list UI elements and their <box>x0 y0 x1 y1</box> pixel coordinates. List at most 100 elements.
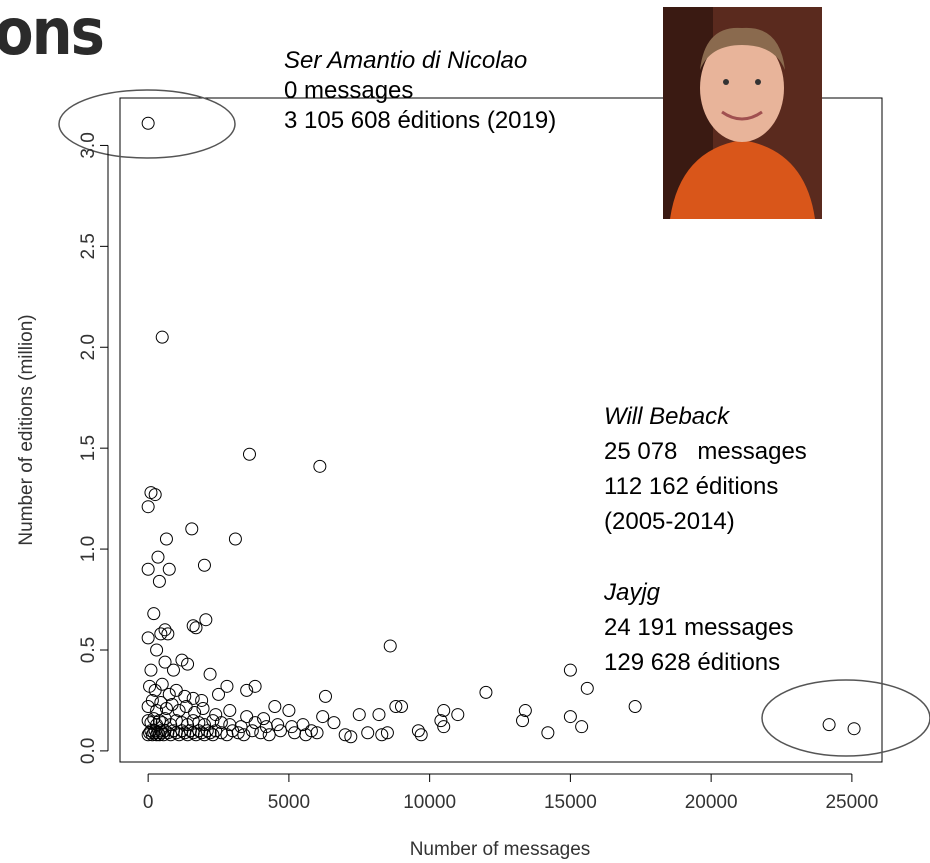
point <box>152 714 166 728</box>
y-tick-label: 3.0 <box>78 132 99 158</box>
x-tick-label: 5000 <box>268 792 310 813</box>
y-tick-label: 1.0 <box>78 536 99 562</box>
point <box>206 714 220 728</box>
point <box>152 574 166 588</box>
point <box>411 724 425 738</box>
annotation: (2005-2014) <box>604 508 735 535</box>
point <box>147 712 161 726</box>
point <box>628 699 642 713</box>
point <box>361 726 375 740</box>
point <box>158 623 172 637</box>
point <box>155 716 169 730</box>
point <box>159 532 173 546</box>
point <box>164 728 178 742</box>
y-axis-label: Number of editions (million) <box>16 314 37 545</box>
point <box>172 728 186 742</box>
point <box>822 718 836 732</box>
point <box>148 488 162 502</box>
point <box>186 691 200 705</box>
x-axis-label: Number of messages <box>410 839 591 860</box>
point <box>197 728 211 742</box>
point <box>245 724 259 738</box>
point <box>141 116 155 130</box>
point <box>414 728 428 742</box>
annotation: Will Beback <box>604 403 731 430</box>
point <box>162 687 176 701</box>
point <box>181 657 195 671</box>
point <box>518 704 532 718</box>
point <box>282 704 296 718</box>
point <box>155 330 169 344</box>
point <box>394 699 408 713</box>
y-tick-label: 1.5 <box>78 435 99 461</box>
point <box>327 716 341 730</box>
annotation: Ser Amantio di Nicolao <box>284 47 527 74</box>
point <box>196 702 210 716</box>
point <box>434 714 448 728</box>
point <box>158 655 172 669</box>
point <box>150 643 164 657</box>
x-tick-label: 15000 <box>544 792 597 813</box>
annotation: 129 628 éditions <box>604 649 780 676</box>
point <box>451 708 465 722</box>
point <box>575 720 589 734</box>
x-tick-label: 25000 <box>825 792 878 813</box>
x-tick-label: 20000 <box>685 792 738 813</box>
point <box>380 726 394 740</box>
point <box>223 704 237 718</box>
point <box>150 718 164 732</box>
point <box>437 704 451 718</box>
point <box>847 722 861 736</box>
point <box>186 714 200 728</box>
photo <box>663 7 822 219</box>
point <box>240 683 254 697</box>
point <box>181 728 195 742</box>
point <box>189 621 203 635</box>
point <box>516 714 530 728</box>
point <box>186 619 200 633</box>
point <box>310 726 324 740</box>
point <box>338 728 352 742</box>
point <box>185 522 199 536</box>
point <box>248 716 262 730</box>
point <box>316 710 330 724</box>
point <box>372 708 386 722</box>
point <box>197 718 211 732</box>
point <box>580 681 594 695</box>
point <box>199 613 213 627</box>
point <box>188 706 202 720</box>
plot-frame <box>119 97 883 763</box>
point <box>169 714 183 728</box>
point <box>155 677 169 691</box>
x-tick-label: 10000 <box>403 792 456 813</box>
point <box>161 627 175 641</box>
point <box>189 728 203 742</box>
point <box>141 728 155 742</box>
point <box>144 716 158 730</box>
point <box>383 639 397 653</box>
point <box>237 728 251 742</box>
point <box>563 663 577 677</box>
point <box>141 500 155 514</box>
slide-title: ons <box>0 0 103 70</box>
annotation: 24 191 messages <box>604 614 793 641</box>
point <box>248 679 262 693</box>
point <box>318 689 332 703</box>
point <box>541 726 555 740</box>
point <box>206 728 220 742</box>
point <box>234 720 248 734</box>
point <box>262 728 276 742</box>
point <box>437 720 451 734</box>
point <box>285 720 299 734</box>
point <box>344 730 358 744</box>
point <box>195 693 209 707</box>
point <box>212 687 226 701</box>
highlight-ellipse <box>58 89 236 159</box>
point <box>268 699 282 713</box>
y-tick-label: 0.0 <box>78 738 99 764</box>
point <box>242 447 256 461</box>
highlight-ellipse <box>761 679 930 757</box>
point <box>375 728 389 742</box>
point <box>144 663 158 677</box>
